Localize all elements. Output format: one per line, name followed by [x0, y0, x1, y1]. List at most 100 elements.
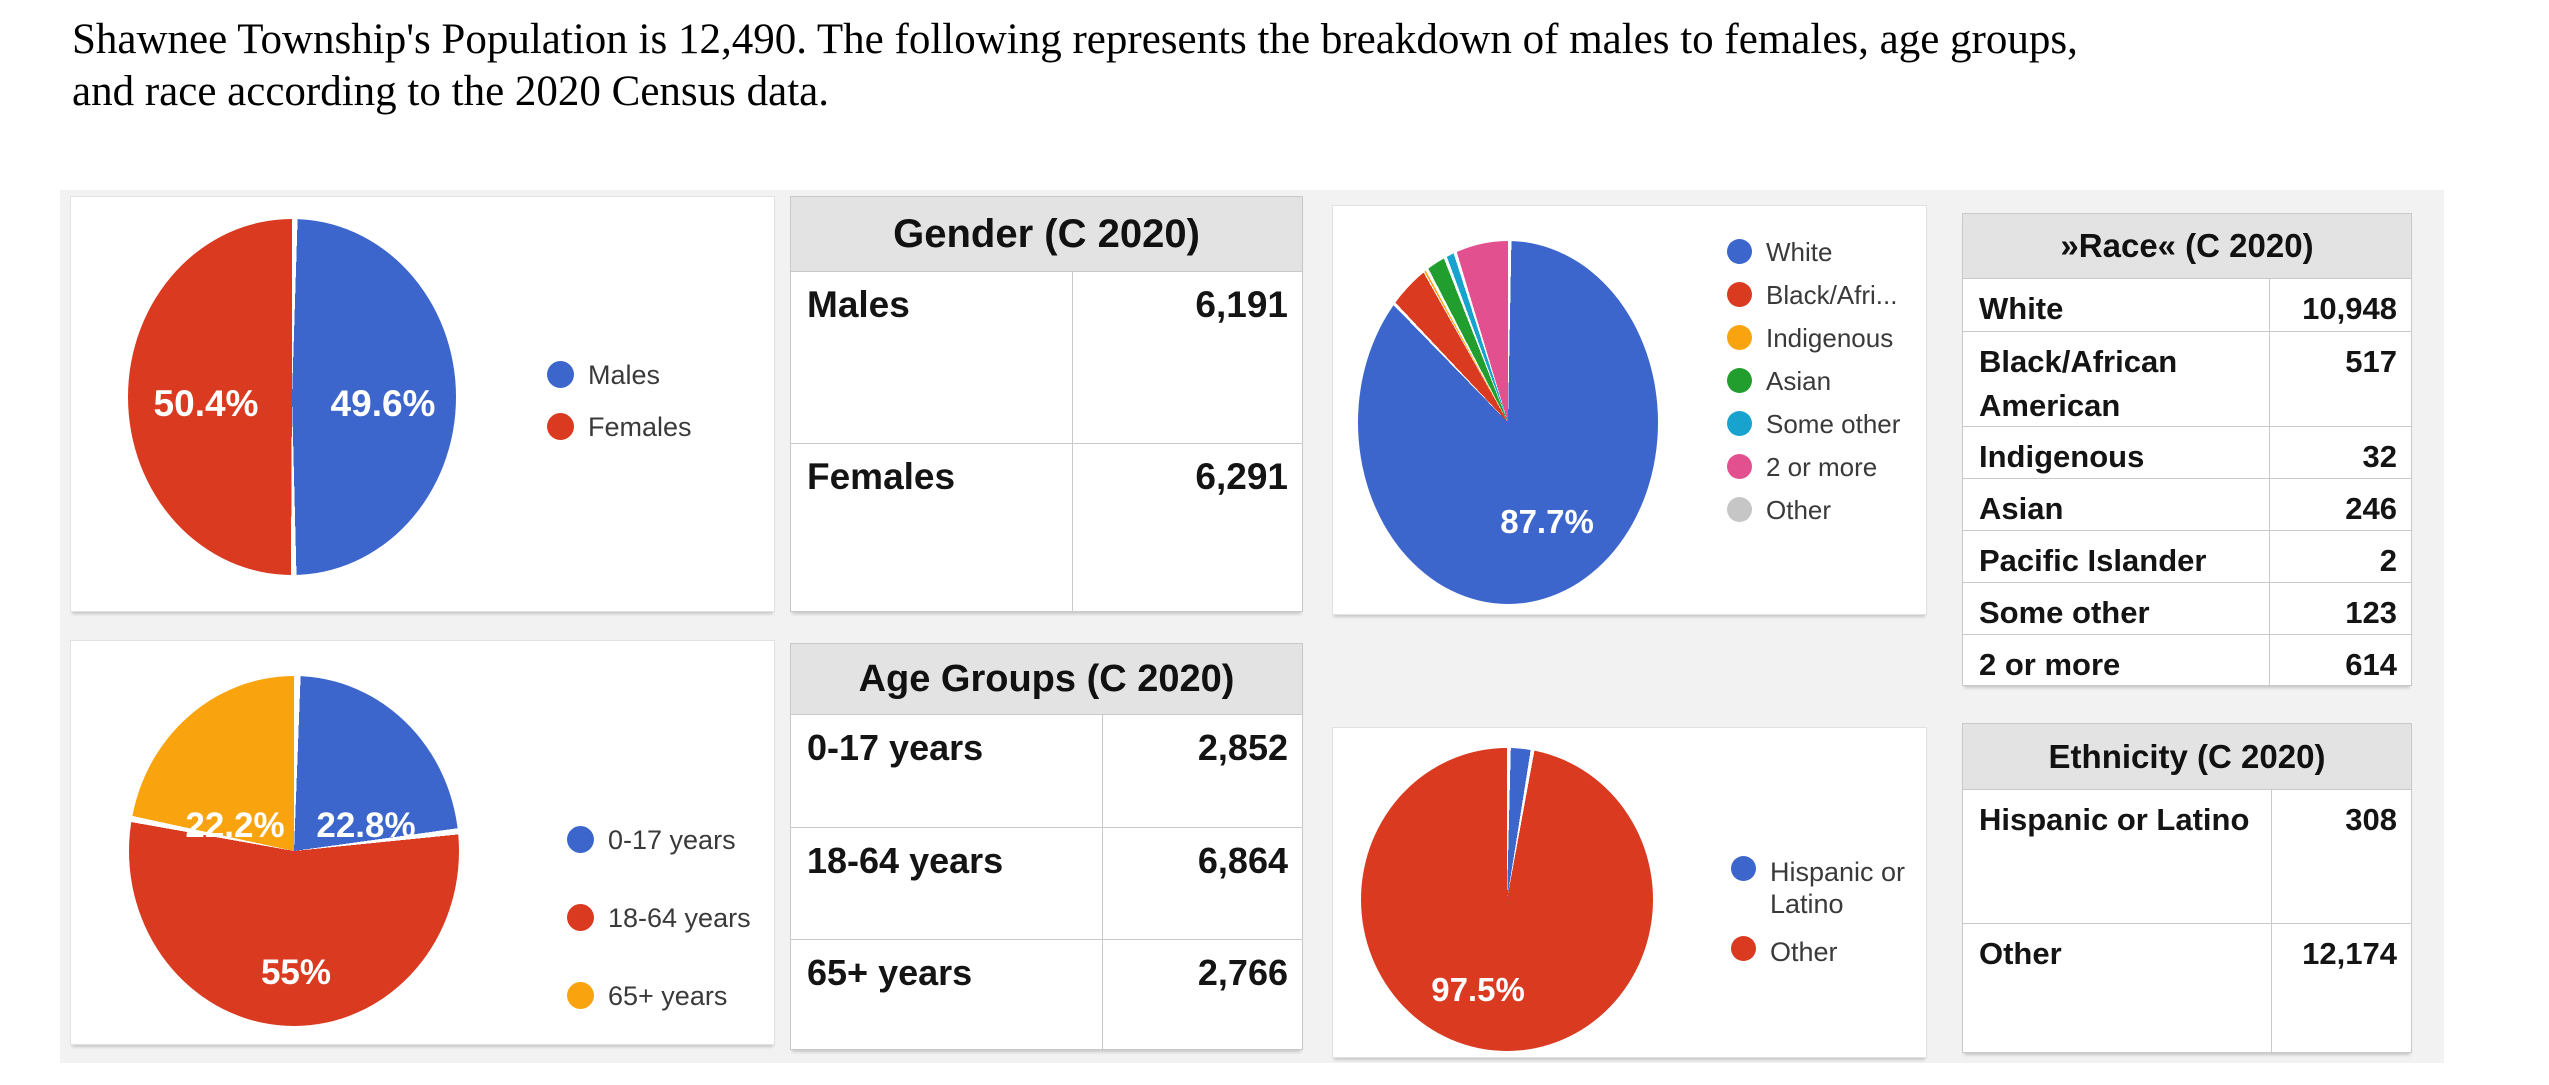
race-table: »Race« (C 2020) White 10,948 Black/Afric… — [1962, 213, 2412, 688]
table-row: 65+ years 2,766 — [791, 939, 1302, 1049]
row-label: Other — [1979, 936, 2062, 971]
row-value: 32 — [2269, 427, 2411, 478]
table-row: Males 6,191 — [791, 272, 1302, 443]
row-value: 246 — [2269, 479, 2411, 530]
legend-item-indigenous: Indigenous — [1727, 325, 1900, 351]
legend-label-18-64: 18-64 years — [608, 903, 751, 933]
table-row: White 10,948 — [1963, 279, 2411, 331]
row-value: 2,766 — [1102, 940, 1302, 1049]
age-legend: 0-17 years 18-64 years 65+ years — [567, 826, 751, 1060]
pie-slice-label-males: 49.6% — [330, 383, 436, 424]
legend-label-males: Males — [588, 360, 661, 390]
gender-pie-card: 50.4% 49.6% Males Females — [70, 196, 775, 612]
table-row: Pacific Islander 2 — [1963, 530, 2411, 582]
legend-item-hispanic: Hispanic or Latino — [1731, 856, 1945, 920]
table-row: Asian 246 — [1963, 478, 2411, 530]
table-row: Some other 123 — [1963, 582, 2411, 634]
legend-item-white: White — [1727, 239, 1900, 265]
row-label: Females — [807, 456, 956, 497]
legend-label-females: Females — [588, 412, 692, 442]
row-value: 517 — [2269, 332, 2411, 426]
row-value: 308 — [2271, 790, 2411, 923]
legend-label-some-other: Some other — [1766, 409, 1901, 439]
pie-slice-label-18-64: 55% — [260, 953, 332, 992]
legend-item-two-or-more: 2 or more — [1727, 454, 1900, 480]
legend-item-other: Other — [1727, 497, 1900, 523]
legend-item-other: Other — [1731, 936, 1945, 968]
table-row: Females 6,291 — [791, 443, 1302, 611]
gender-legend: Males Females — [547, 361, 692, 465]
row-value: 2,852 — [1102, 715, 1302, 827]
race-legend: White Black/Afri... Indigenous Asian Som… — [1727, 239, 1900, 540]
legend-label-black-african: Black/Afri... — [1766, 280, 1898, 310]
age-table: Age Groups (C 2020) 0-17 years 2,852 18-… — [790, 643, 1303, 1050]
legend-dot-asian — [1727, 368, 1752, 393]
intro-line-2: and race according to the 2020 Census da… — [72, 67, 830, 115]
row-value: 10,948 — [2269, 279, 2411, 331]
legend-dot-hispanic — [1731, 856, 1756, 881]
intro-paragraph: Shawnee Township's Population is 12,490.… — [72, 14, 2512, 117]
legend-dot-65plus — [567, 982, 594, 1009]
table-row: Indigenous 32 — [1963, 426, 2411, 478]
race-pie-chart — [1358, 241, 1658, 604]
legend-item-18-64: 18-64 years — [567, 904, 751, 932]
row-label: Some other — [1979, 595, 2150, 630]
row-label: 2 or more — [1979, 647, 2121, 682]
legend-label-65plus: 65+ years — [608, 981, 728, 1011]
legend-item-females: Females — [547, 413, 692, 441]
ethnicity-pie-card: 97.5% Hispanic or Latino Other — [1332, 727, 1927, 1058]
legend-dot-0-17 — [567, 826, 594, 853]
age-table-title: Age Groups (C 2020) — [791, 644, 1302, 715]
legend-item-males: Males — [547, 361, 692, 389]
legend-item-some-other: Some other — [1727, 411, 1900, 437]
row-label: White — [1979, 291, 2064, 326]
gender-table: Gender (C 2020) Males 6,191 Females 6,29… — [790, 196, 1303, 612]
legend-dot-males — [547, 361, 574, 388]
legend-dot-18-64 — [567, 904, 594, 931]
legend-item-asian: Asian — [1727, 368, 1900, 394]
legend-dot-females — [547, 413, 574, 440]
legend-item-0-17: 0-17 years — [567, 826, 751, 854]
row-label: 0-17 years — [807, 727, 984, 768]
pie-slice-label-white: 87.7% — [1500, 503, 1594, 540]
row-label: Black/African American — [1979, 344, 2178, 424]
pie-slice-label-other: 97.5% — [1431, 971, 1525, 1008]
legend-label-other: Other — [1770, 937, 1838, 967]
ethnicity-pie-chart — [1361, 748, 1653, 1051]
row-value: 6,864 — [1102, 828, 1302, 939]
race-table-title: »Race« (C 2020) — [1963, 214, 2411, 279]
row-label: Hispanic or Latino — [1979, 802, 2250, 837]
table-row: Hispanic or Latino 308 — [1963, 790, 2411, 923]
ethnicity-table: Ethnicity (C 2020) Hispanic or Latino 30… — [1962, 723, 2412, 1053]
legend-dot-black-african — [1727, 282, 1752, 307]
row-value: 123 — [2269, 583, 2411, 634]
legend-dot-other — [1731, 936, 1756, 961]
intro-line-1: Shawnee Township's Population is 12,490.… — [72, 16, 2078, 63]
age-pie-chart — [129, 676, 459, 1026]
legend-label-indigenous: Indigenous — [1766, 323, 1894, 353]
legend-dot-indigenous — [1727, 325, 1752, 350]
legend-item-65plus: 65+ years — [567, 982, 751, 1010]
legend-label-two-or-more: 2 or more — [1766, 452, 1878, 482]
row-value: 6,291 — [1072, 444, 1302, 611]
row-label: Males — [807, 284, 910, 325]
table-row: 2 or more 614 — [1963, 634, 2411, 688]
table-row: 18-64 years 6,864 — [791, 827, 1302, 939]
legend-dot-white — [1727, 239, 1752, 264]
legend-label-hispanic: Hispanic or Latino — [1770, 857, 1906, 919]
legend-label-asian: Asian — [1766, 366, 1832, 396]
ethnicity-table-title: Ethnicity (C 2020) — [1963, 724, 2411, 790]
table-row: Other 12,174 — [1963, 923, 2411, 1052]
legend-label-other: Other — [1766, 495, 1832, 525]
row-value: 12,174 — [2271, 924, 2411, 1052]
row-value: 2 — [2269, 531, 2411, 582]
row-label: Indigenous — [1979, 439, 2145, 474]
table-row: Black/African American 517 — [1963, 331, 2411, 426]
row-label: 18-64 years — [807, 840, 1004, 881]
ethnicity-legend: Hispanic or Latino Other — [1731, 856, 1945, 984]
legend-label-0-17: 0-17 years — [608, 825, 736, 855]
row-label: Pacific Islander — [1979, 543, 2207, 578]
gender-table-title: Gender (C 2020) — [791, 197, 1302, 272]
row-value: 6,191 — [1072, 272, 1302, 443]
age-pie-card: 22.2% 22.8% 55% 0-17 years 18-64 years 6… — [70, 640, 775, 1045]
